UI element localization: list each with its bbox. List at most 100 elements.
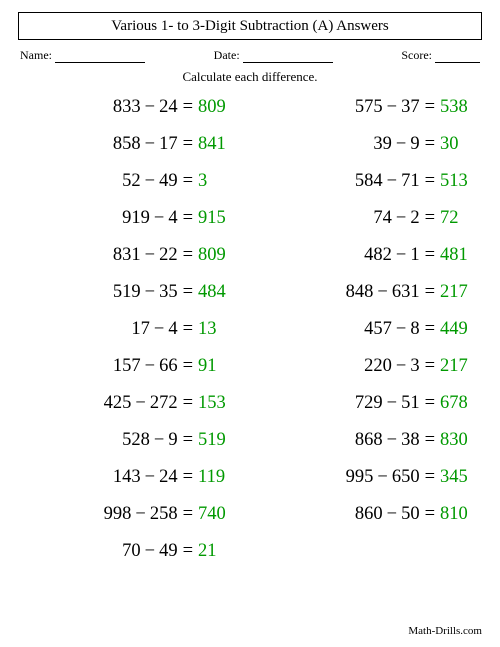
- subtrahend: 35: [159, 282, 178, 303]
- minus-sign: −: [131, 504, 149, 525]
- minuend: 457: [364, 319, 392, 340]
- subtrahend: 38: [401, 430, 420, 451]
- subtrahend: 24: [159, 467, 178, 488]
- subtrahend: 51: [401, 393, 420, 414]
- minus-sign: −: [150, 319, 168, 340]
- minus-sign: −: [383, 504, 401, 525]
- answer: 21: [198, 541, 238, 562]
- subtrahend: 4: [168, 319, 177, 340]
- answer: 538: [440, 97, 480, 118]
- problem-row: 860−50=810: [262, 504, 480, 525]
- answer: 449: [440, 319, 480, 340]
- answer: 119: [198, 467, 238, 488]
- answer: 345: [440, 467, 480, 488]
- subtrahend: 650: [392, 467, 420, 488]
- date-field: Date:: [214, 48, 333, 63]
- equals-sign: =: [420, 282, 440, 303]
- minuend: 860: [355, 504, 383, 525]
- subtrahend: 9: [410, 134, 419, 155]
- minus-sign: −: [150, 430, 168, 451]
- subtrahend: 17: [159, 134, 178, 155]
- minuend: 868: [355, 430, 383, 451]
- problem-row: 17−4=13: [20, 319, 238, 340]
- minus-sign: −: [373, 282, 391, 303]
- minuend: 858: [113, 134, 141, 155]
- answer: 513: [440, 171, 480, 192]
- problem-row: 157−66=91: [20, 356, 238, 377]
- answer: 217: [440, 282, 480, 303]
- problem-row: 995−650=345: [262, 467, 480, 488]
- equals-sign: =: [178, 319, 198, 340]
- answer: 153: [198, 393, 238, 414]
- meta-row: Name: Date: Score:: [18, 48, 482, 63]
- subtrahend: 49: [159, 541, 178, 562]
- answer: 809: [198, 97, 238, 118]
- subtrahend: 2: [410, 208, 419, 229]
- equals-sign: =: [178, 171, 198, 192]
- minuend: 482: [364, 245, 392, 266]
- subtrahend: 71: [401, 171, 420, 192]
- page-title: Various 1- to 3-Digit Subtraction (A) An…: [111, 18, 388, 34]
- minuend: 998: [104, 504, 132, 525]
- problem-row: 998−258=740: [20, 504, 238, 525]
- problem-row: 919−4=915: [20, 208, 238, 229]
- minus-sign: −: [141, 282, 159, 303]
- minuend: 74: [373, 208, 392, 229]
- problem-row: 457−8=449: [262, 319, 480, 340]
- instruction-text: Calculate each difference.: [18, 69, 482, 85]
- answer: 13: [198, 319, 238, 340]
- answer: 740: [198, 504, 238, 525]
- problem-row: 52−49=3: [20, 171, 238, 192]
- minus-sign: −: [141, 97, 159, 118]
- equals-sign: =: [420, 467, 440, 488]
- minus-sign: −: [150, 208, 168, 229]
- equals-sign: =: [178, 282, 198, 303]
- minus-sign: −: [392, 245, 410, 266]
- problem-row: 729−51=678: [262, 393, 480, 414]
- minuend: 70: [122, 541, 141, 562]
- equals-sign: =: [178, 504, 198, 525]
- equals-sign: =: [178, 393, 198, 414]
- equals-sign: =: [420, 356, 440, 377]
- problem-row: 143−24=119: [20, 467, 238, 488]
- minus-sign: −: [141, 467, 159, 488]
- problem-row: 70−49=21: [20, 541, 238, 562]
- problem-row: 39−9=30: [262, 134, 480, 155]
- problem-row: 584−71=513: [262, 171, 480, 192]
- subtrahend: 24: [159, 97, 178, 118]
- date-underline: [243, 50, 333, 63]
- minus-sign: −: [141, 245, 159, 266]
- problem-row: 831−22=809: [20, 245, 238, 266]
- minuend: 919: [122, 208, 150, 229]
- score-underline: [435, 50, 480, 63]
- score-label: Score:: [401, 48, 432, 63]
- answer: 519: [198, 430, 238, 451]
- equals-sign: =: [420, 245, 440, 266]
- subtrahend: 8: [410, 319, 419, 340]
- minuend: 425: [104, 393, 132, 414]
- minuend: 831: [113, 245, 141, 266]
- answer: 810: [440, 504, 480, 525]
- column-left: 833−24=809858−17=84152−49=3919−4=915831−…: [20, 97, 238, 562]
- problem-row: 858−17=841: [20, 134, 238, 155]
- minus-sign: −: [392, 319, 410, 340]
- answer: 809: [198, 245, 238, 266]
- subtrahend: 9: [168, 430, 177, 451]
- answer: 72: [440, 208, 480, 229]
- subtrahend: 4: [168, 208, 177, 229]
- equals-sign: =: [420, 393, 440, 414]
- subtrahend: 49: [159, 171, 178, 192]
- minuend: 52: [122, 171, 141, 192]
- worksheet-page: Various 1- to 3-Digit Subtraction (A) An…: [0, 0, 500, 574]
- minuend: 848: [346, 282, 374, 303]
- equals-sign: =: [178, 245, 198, 266]
- answer: 841: [198, 134, 238, 155]
- problem-row: 575−37=538: [262, 97, 480, 118]
- subtrahend: 37: [401, 97, 420, 118]
- answer: 915: [198, 208, 238, 229]
- subtrahend: 50: [401, 504, 420, 525]
- problem-row: 425−272=153: [20, 393, 238, 414]
- equals-sign: =: [178, 134, 198, 155]
- subtrahend: 631: [392, 282, 420, 303]
- answer: 91: [198, 356, 238, 377]
